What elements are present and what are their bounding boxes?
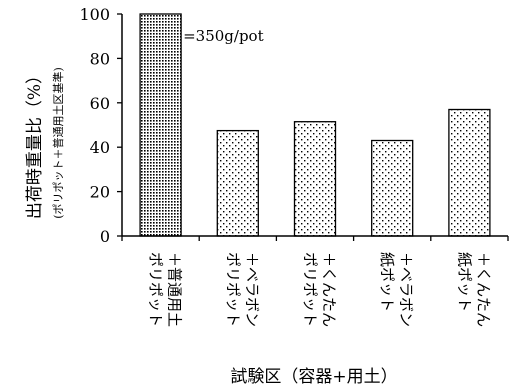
x-category-label-1-1: ポリポット xyxy=(147,252,165,327)
bar-3 xyxy=(293,121,337,237)
x-category-label-1-2: ＋普通用土 xyxy=(166,252,184,327)
x-category-label-4-1: 紙ポット xyxy=(378,252,396,312)
y-tick-label-20: 20 xyxy=(90,183,110,202)
bar-5 xyxy=(448,108,491,237)
x-category-label-3-1: ポリポット xyxy=(301,252,319,327)
x-category-label-5-2: ＋くんたん xyxy=(474,252,492,327)
y-tick-label-80: 80 xyxy=(90,49,110,68)
y-tick-label-100: 100 xyxy=(79,5,110,24)
y-axis-title: 出荷時重量比（%） xyxy=(25,67,45,219)
x-category-label-4-2: ＋ベラボン xyxy=(397,252,415,327)
bar-1 xyxy=(139,13,182,237)
x-category-label-2-2: ＋ベラボン xyxy=(243,252,261,327)
y-tick-label-40: 40 xyxy=(90,138,110,157)
bar-2 xyxy=(216,129,259,237)
bar-annotation: =350g/pot xyxy=(183,27,264,45)
y-tick-label-0: 0 xyxy=(100,227,110,246)
x-category-label-3-2: ＋くんたん xyxy=(320,252,338,327)
x-category-label-5-1: 紙ポット xyxy=(455,252,473,312)
y-axis-title-group: 出荷時重量比（%） (ポリポット＋普通用土区基準) xyxy=(25,67,65,219)
y-axis-subtitle: (ポリポット＋普通用土区基準) xyxy=(51,67,65,219)
y-tick-label-60: 60 xyxy=(90,94,110,113)
x-axis-title: 試験区（容器+用土） xyxy=(230,367,397,387)
x-category-label-2-1: ポリポット xyxy=(224,252,242,327)
bar-4 xyxy=(371,139,414,237)
